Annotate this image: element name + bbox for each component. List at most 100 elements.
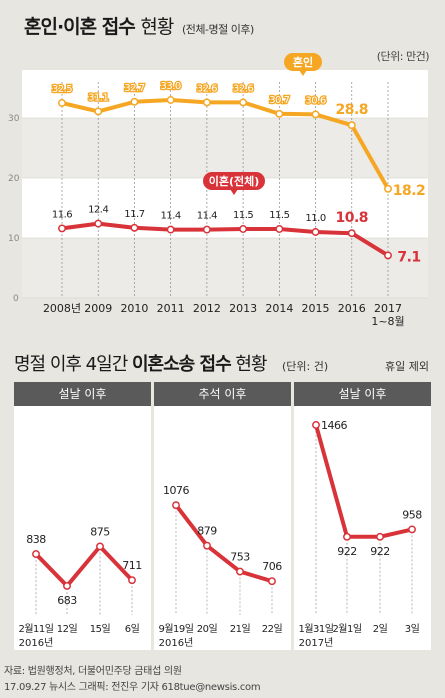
panel-2016-seollal: 설날 이후: [14, 382, 151, 650]
data-label: 879: [197, 525, 217, 538]
data-point: [203, 541, 211, 550]
series-tag-divorce: 이혼(전체): [209, 174, 260, 188]
x-tick-label: 2013: [229, 302, 257, 315]
section2-title-prefix: 명절 이후 4일간: [14, 354, 128, 375]
x-tick-line: 2009: [84, 302, 112, 315]
data-point: [94, 107, 103, 116]
series-line: [174, 503, 273, 584]
section2-title-bold: 이혼소송 접수: [132, 354, 232, 375]
x-tick-label: 2008년: [43, 302, 81, 315]
data-label: 28.8: [336, 102, 369, 118]
x-tick-line: 2008년: [43, 302, 81, 315]
unit-label-top: (단위: 만건): [376, 50, 430, 63]
data-label: 11.4: [197, 211, 217, 222]
credit-text: 17.09.27 뉴시스 그래픽: 전진우 기자 618tue@newsis.c…: [4, 682, 261, 693]
panel-2016-chuseok: 추석 이후: [154, 382, 291, 650]
data-label: 7.1: [397, 249, 420, 265]
data-point: [58, 99, 66, 107]
x-tick-label: 2017 1~8월: [371, 302, 404, 328]
x-tick-label: 22일: [262, 623, 283, 635]
series-tag-marriage: 혼인: [293, 55, 313, 69]
y-tick-label: 20: [8, 174, 20, 184]
data-point: [239, 225, 248, 233]
data-label: 11.4: [161, 211, 181, 222]
x-tick-line: 2015: [302, 302, 330, 315]
x-tick-label: 2011: [157, 302, 185, 315]
series-line: [34, 544, 134, 588]
source-text: 자료: 법원행정처, 더불어민주당 금태섭 의원: [4, 666, 182, 677]
data-label: 683: [57, 594, 77, 607]
data-point: [312, 421, 320, 429]
series-line: [314, 424, 413, 539]
x-tick-label: 3일: [405, 623, 420, 635]
section2-title: 명절 이후 4일간 이혼소송 접수 현황: [14, 350, 268, 376]
year-note: 2017년: [299, 637, 334, 649]
data-label: 12.4: [88, 205, 108, 216]
x-tick-line: 2012: [193, 302, 221, 315]
main-line-chart: 10 20 30 0 2008년 2009 2010 2011 2012 2013 2014 2015…: [8, 53, 428, 328]
unit-label-bottom: (단위: 건): [282, 360, 329, 373]
data-point: [130, 223, 139, 232]
year-note: 2016년: [19, 637, 54, 649]
data-label: 11.6: [52, 209, 72, 220]
series-tag-divorce-pointer: [230, 189, 238, 195]
x-tick-label: 12일: [57, 623, 78, 635]
x-tick-label: 6일: [125, 623, 140, 635]
series-line-divorce: [61, 221, 390, 258]
data-label: 838: [26, 533, 46, 546]
data-point: [130, 97, 139, 106]
data-label: 32.5: [52, 84, 72, 95]
x-tick-label: 2016: [338, 302, 366, 315]
data-point: [268, 577, 276, 586]
data-point: [32, 550, 40, 559]
y-tick-label: 30: [8, 114, 20, 124]
data-label: 922: [370, 545, 390, 558]
data-point: [96, 542, 104, 551]
data-label: 30.7: [269, 95, 289, 106]
series-line-marriage: [61, 98, 390, 190]
section2-title-suffix: 현황: [235, 354, 267, 375]
data-point: [311, 228, 320, 236]
x-tick-line: 2011: [157, 302, 185, 315]
data-point: [408, 525, 416, 534]
title-bold: 혼인·이혼 접수: [24, 16, 136, 38]
data-label: 32.6: [233, 83, 253, 94]
data-label: 18.2: [393, 183, 426, 199]
x-tick-label: 9월19일: [159, 623, 194, 635]
x-tick-label: 21일: [230, 623, 251, 635]
data-point: [376, 532, 384, 541]
x-tick-label: 20일: [197, 623, 218, 635]
y-tick-label: 0: [13, 294, 19, 304]
x-tick-line: 2016: [338, 302, 366, 315]
data-label: 711: [122, 559, 142, 572]
data-label: 753: [230, 551, 250, 564]
x-tick-label: 2015: [302, 302, 330, 315]
data-point: [347, 229, 356, 238]
data-point: [128, 576, 136, 585]
data-label: 958: [402, 508, 422, 521]
data-label: 10.8: [336, 210, 369, 226]
x-tick-label: 2010: [120, 302, 148, 315]
x-tick-line: 2010: [120, 302, 148, 315]
data-label: 1466: [321, 419, 347, 432]
series-tag-marriage-bg: [284, 53, 322, 71]
x-tick-label: 2014: [265, 302, 293, 315]
data-point: [384, 184, 392, 193]
plot-band: [22, 238, 428, 298]
data-point: [58, 224, 66, 233]
data-point: [384, 251, 392, 260]
panel-title: 설날 이후: [14, 382, 151, 406]
data-point: [172, 501, 180, 510]
data-label: 32.6: [197, 83, 217, 94]
data-label: 11.5: [269, 210, 289, 221]
x-tick-line: 2014: [265, 302, 293, 315]
data-label: 33.0: [161, 81, 181, 92]
x-tick-label: 2009: [84, 302, 112, 315]
x-tick-label: 2일: [373, 623, 388, 635]
data-point: [166, 225, 175, 234]
data-point: [236, 567, 244, 576]
x-tick-line: 1~8월: [371, 315, 404, 328]
data-label: 922: [337, 545, 357, 558]
panel-title: 추석 이후: [154, 382, 291, 406]
y-tick-label: 10: [8, 234, 20, 244]
